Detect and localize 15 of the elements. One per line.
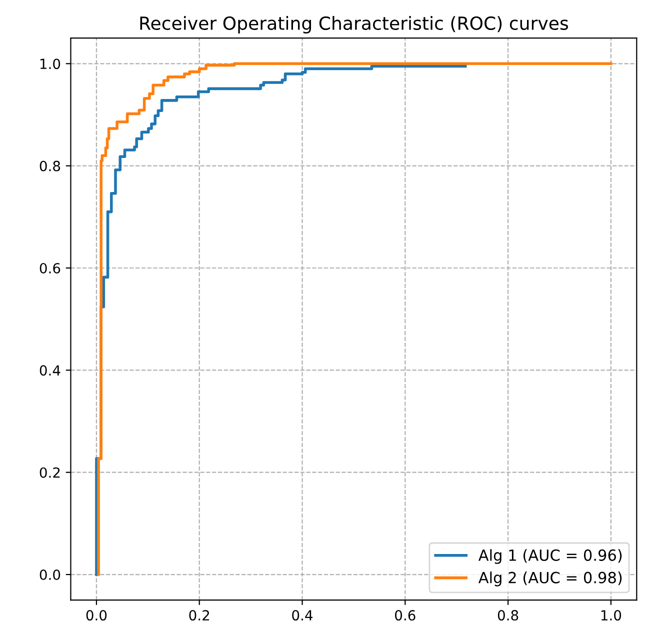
y-tick-label: 0.4 <box>40 365 60 376</box>
x-tick-label: 0.8 <box>498 610 518 621</box>
legend-label: Alg 2 (AUC = 0.98) <box>478 572 622 586</box>
chart-title: Receiver Operating Characteristic (ROC) curves <box>140 16 568 34</box>
x-tick-label: 0.0 <box>86 610 107 621</box>
legend-label: Alg 1 (AUC = 0.96) <box>478 549 622 564</box>
y-tick-label: 0.0 <box>40 570 60 580</box>
x-tick-label: 1.0 <box>601 610 622 621</box>
y-tick-label: 0.6 <box>40 262 60 274</box>
x-tick-label: 0.4 <box>292 610 313 621</box>
y-tick-label: 0.8 <box>40 160 60 172</box>
y-tick-label: 1.0 <box>40 58 60 70</box>
y-tick-label: 0.2 <box>40 467 60 478</box>
x-tick-label: 0.6 <box>395 610 416 621</box>
x-tick-label: 0.2 <box>189 610 210 621</box>
